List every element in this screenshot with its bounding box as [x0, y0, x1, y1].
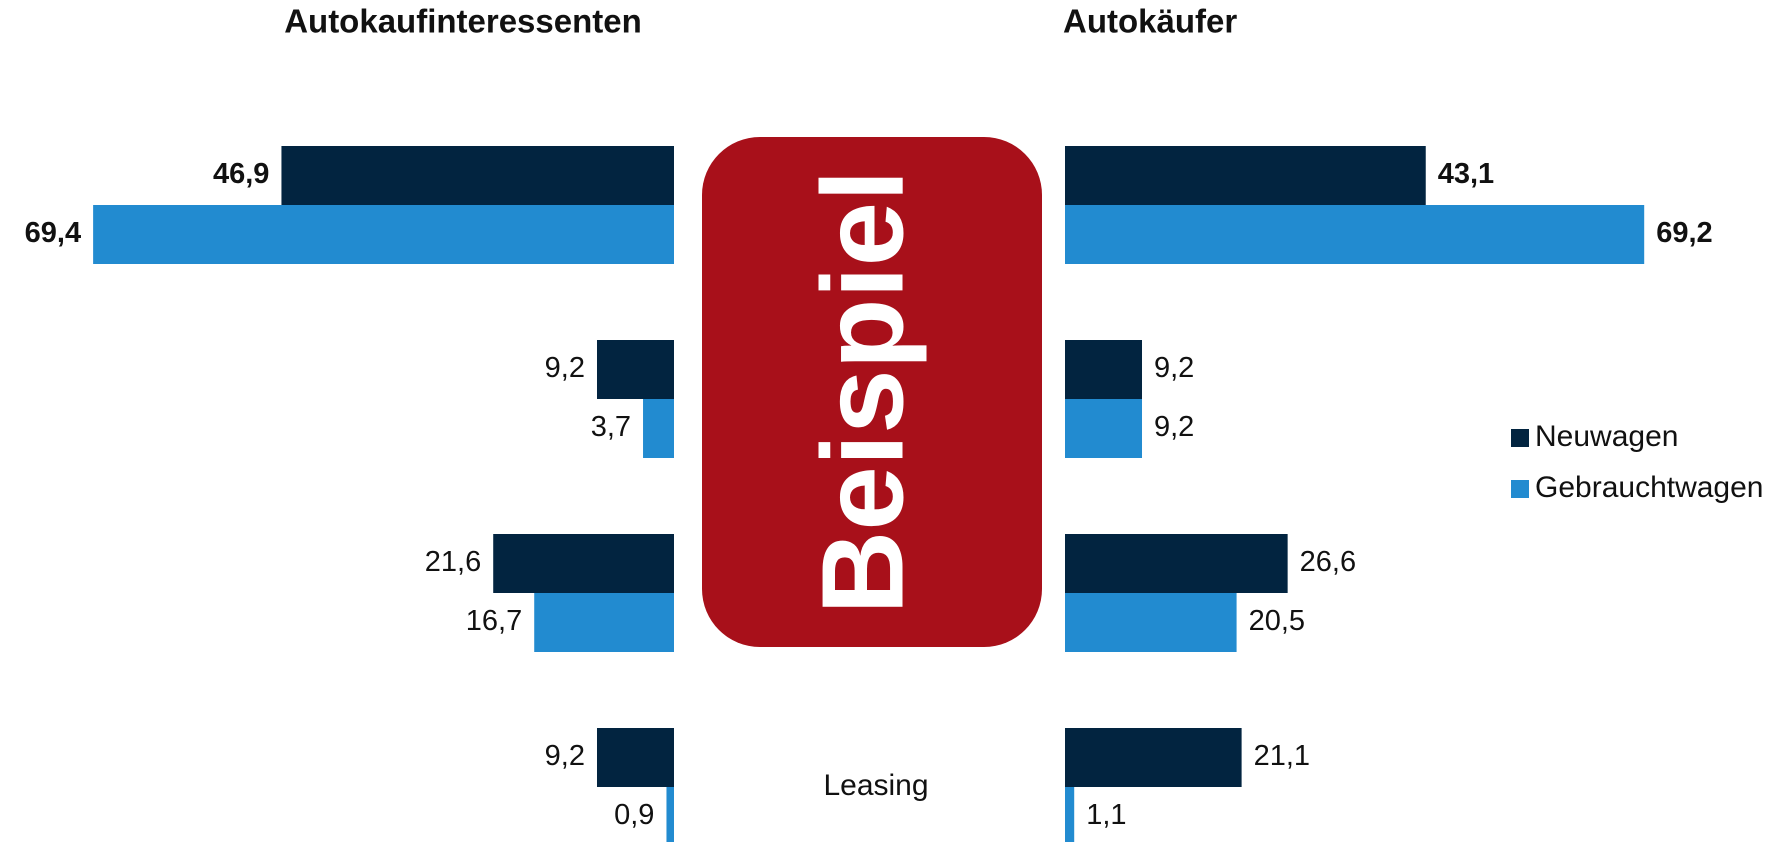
bar	[493, 534, 674, 593]
legend-swatch	[1511, 429, 1529, 447]
bar	[93, 205, 674, 264]
value-label: 43,1	[1438, 158, 1494, 190]
watermark-box	[702, 137, 1042, 647]
panel-title: Autokäufer	[1063, 3, 1237, 40]
bar	[1065, 399, 1143, 458]
bar	[1065, 728, 1242, 787]
value-label: 9,2	[545, 352, 585, 384]
legend-label: Gebrauchtwagen	[1535, 471, 1764, 504]
legend-label: Neuwagen	[1535, 420, 1678, 453]
value-label: 21,6	[425, 546, 481, 578]
value-label: 46,9	[213, 158, 269, 190]
bar	[1065, 340, 1143, 399]
value-label: 69,4	[25, 217, 81, 249]
bar	[1065, 593, 1237, 652]
bar	[643, 399, 674, 458]
value-label: 9,2	[1154, 352, 1194, 384]
value-label: 9,2	[545, 740, 585, 772]
bar	[596, 728, 674, 787]
category-label: Leasing	[823, 769, 928, 802]
value-label: 26,6	[1300, 546, 1356, 578]
value-label: 69,2	[1656, 217, 1712, 249]
value-label: 1,1	[1086, 799, 1126, 831]
value-label: 21,1	[1254, 740, 1310, 772]
bar	[534, 593, 674, 652]
value-label: 9,2	[1154, 411, 1194, 443]
value-label: 20,5	[1249, 605, 1305, 637]
bar	[281, 146, 674, 205]
panel-title: Autokaufinteressenten	[284, 3, 642, 40]
value-label: 3,7	[591, 411, 631, 443]
bar	[1065, 534, 1288, 593]
value-label: 16,7	[466, 605, 522, 637]
watermark-text: Beispiel	[798, 170, 928, 615]
bar	[1065, 205, 1645, 264]
bar	[666, 787, 674, 842]
bar	[1065, 787, 1075, 842]
bar	[1065, 146, 1426, 205]
value-label: 0,9	[614, 799, 654, 831]
legend-swatch	[1511, 480, 1529, 498]
bar	[596, 340, 674, 399]
